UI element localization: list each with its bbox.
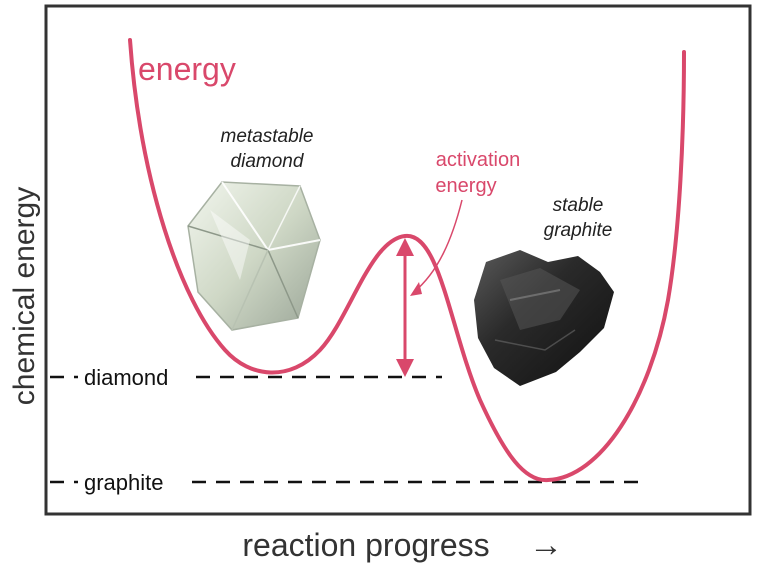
activation-label-line2: energy [435, 175, 496, 197]
graphite-caption-line1: stable [553, 195, 604, 216]
x-axis-arrow: → [529, 526, 563, 564]
diamond-photo [187, 181, 321, 331]
graphite-photo [474, 250, 614, 386]
curve-label: energy [138, 51, 236, 87]
activation-label-line1: activation [436, 149, 521, 171]
activation-pointer [413, 199, 463, 293]
x-axis-label: reaction progress [242, 527, 489, 563]
y-axis-label: chemical energy [8, 187, 41, 405]
energy-curve [128, 38, 686, 483]
graphite-caption-line2: graphite [544, 220, 613, 241]
activation-pointer-head [410, 282, 422, 296]
diamond-level-label: diamond [84, 365, 168, 390]
diamond-caption-line2: diamond [231, 151, 305, 172]
graphite-level-label: graphite [84, 470, 164, 495]
diamond-caption-line1: metastable [221, 126, 314, 147]
plot-frame [44, 4, 752, 516]
